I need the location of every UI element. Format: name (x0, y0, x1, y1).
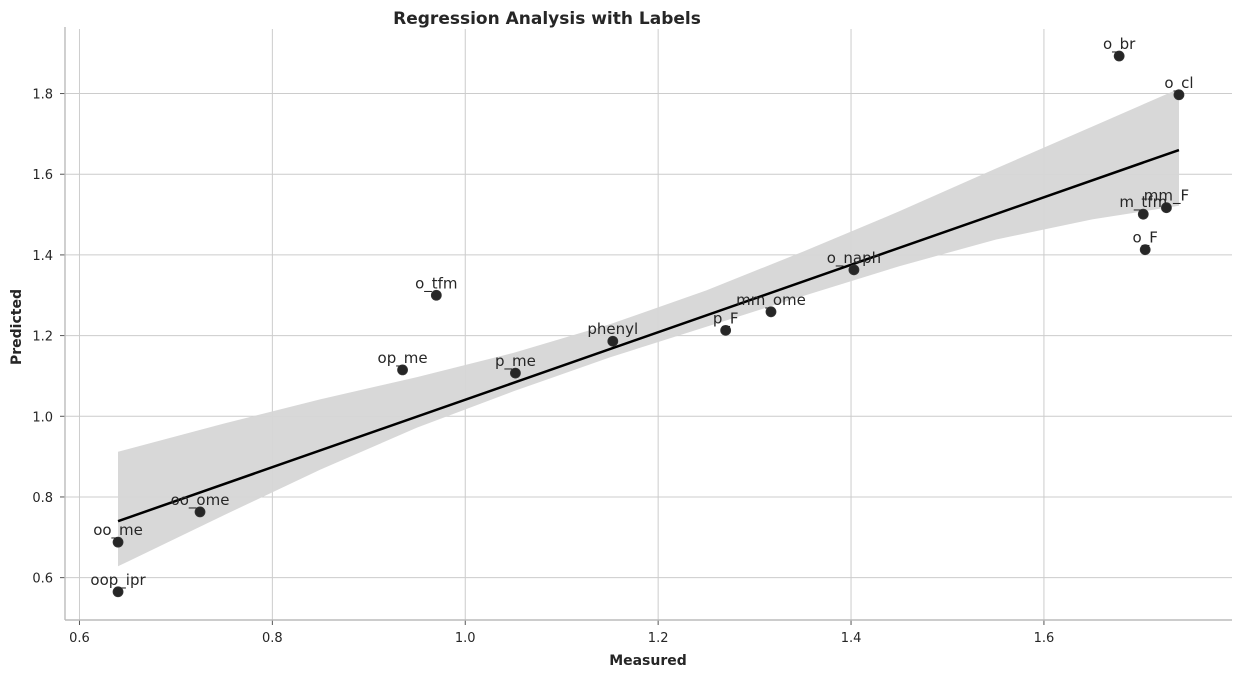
data-point (848, 264, 860, 276)
data-label: mm_ome (736, 291, 806, 310)
data-label: m_tfm (1119, 193, 1167, 212)
y-tick-label: 1.6 (32, 168, 53, 183)
data-point (194, 506, 206, 518)
x-tick-label: 1.0 (455, 631, 476, 646)
data-point (112, 586, 124, 598)
data-point (765, 306, 777, 318)
data-point (720, 324, 732, 336)
y-tick-label: 1.8 (32, 88, 53, 103)
data-points (112, 50, 1185, 598)
data-label: phenyl (587, 320, 638, 338)
x-tick-label: 0.8 (262, 631, 283, 646)
data-point (1161, 202, 1172, 214)
data-label: mm_F (1144, 187, 1189, 206)
y-tick-label: 1.2 (32, 330, 53, 345)
point-labels: oop_ipr oo_me oo_ome op_me o_tfm p_me phenyl p_… (90, 35, 1193, 590)
data-point (607, 335, 619, 347)
axes (60, 27, 1232, 625)
data-label: p_me (495, 352, 536, 371)
data-point (1173, 89, 1185, 101)
regression-line-group (117, 148, 1180, 523)
confidence-band-area (118, 88, 1179, 567)
x-tick-label: 1.6 (1034, 631, 1055, 646)
data-label: o_naph (827, 249, 881, 268)
x-axis-title: Measured (609, 653, 687, 669)
tick-labels: 0.6 0.8 1.0 1.2 1.4 1.6 0.6 0.8 1.0 1.2 1.4 1.6 1.8 (32, 88, 1054, 646)
y-tick-label: 1.0 (32, 410, 53, 425)
y-axis-title: Predicted (9, 289, 25, 365)
data-point (1113, 50, 1125, 62)
regression-line (117, 148, 1180, 523)
data-label: o_br (1103, 35, 1136, 54)
y-tick-label: 0.6 (32, 572, 53, 587)
x-tick-label: 0.6 (69, 631, 90, 646)
data-label: oo_me (93, 521, 143, 540)
confidence-band (118, 88, 1179, 567)
data-label: o_cl (1164, 74, 1193, 93)
data-point (1137, 208, 1149, 220)
data-label: o_tfm (415, 274, 457, 293)
x-tick-label: 1.4 (841, 631, 862, 646)
grid (65, 29, 1232, 620)
data-point (510, 367, 521, 379)
data-label: o_F (1133, 229, 1158, 248)
y-tick-label: 1.4 (32, 249, 53, 264)
y-tick-label: 0.8 (32, 491, 53, 506)
x-tick-label: 1.2 (648, 631, 669, 646)
data-point (397, 364, 408, 376)
chart-title: Regression Analysis with Labels (393, 9, 701, 29)
data-label: p_F (713, 309, 739, 328)
data-label: oo_ome (171, 491, 230, 510)
data-point (1139, 244, 1151, 256)
data-label: oop_ipr (90, 571, 146, 590)
data-point (430, 289, 442, 301)
data-label: op_me (378, 349, 428, 368)
data-point (112, 536, 124, 548)
